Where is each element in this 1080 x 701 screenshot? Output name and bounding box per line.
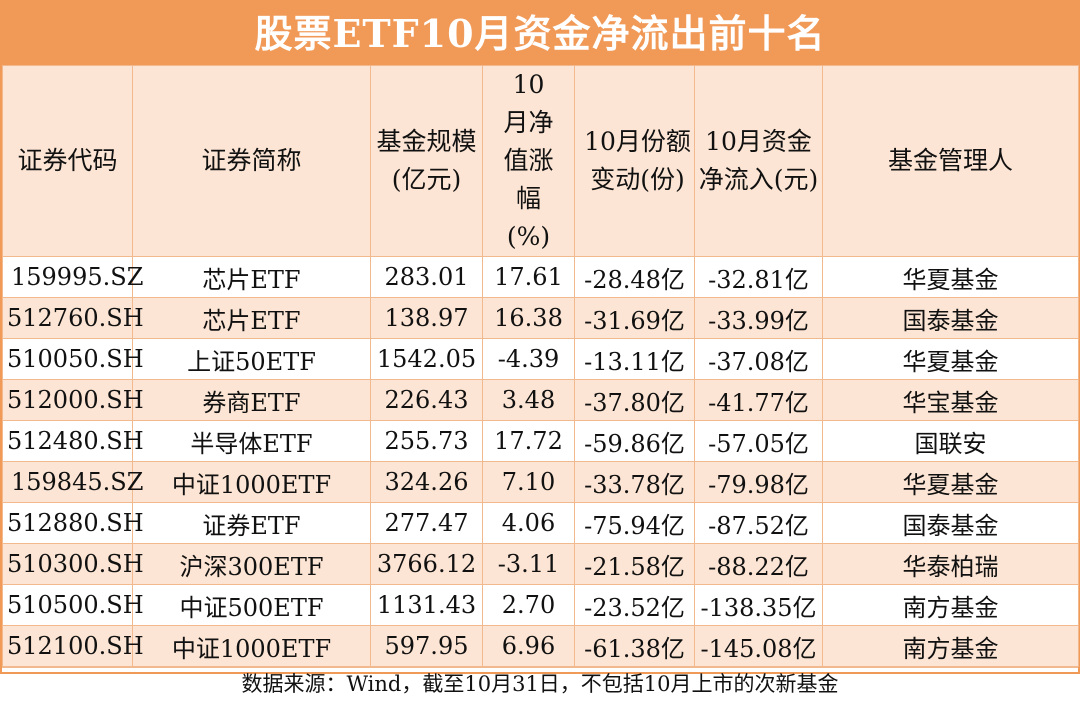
table-cell: 华夏基金 <box>822 461 1079 503</box>
table-cell: 1542.05 <box>370 338 483 380</box>
table-cell: 半导体ETF <box>132 420 371 462</box>
column-header-label: 证券代码 <box>17 146 118 175</box>
table-cell: 510500.SH <box>2 584 144 626</box>
column-header-label: 10月净值涨幅(%) <box>503 70 554 251</box>
table-cell: 华夏基金 <box>822 338 1079 380</box>
table-cell: 7.10 <box>482 461 575 503</box>
source-note: 数据来源：Wind，截至10月31日，不包括10月上市的次新基金 <box>2 667 1078 701</box>
column-header: 10月净值涨幅(%) <box>482 65 575 257</box>
table-title: 股票ETF10月资金净流出前十名 <box>2 2 1078 65</box>
table-cell: 277.47 <box>370 502 483 544</box>
table-cell: 4.06 <box>482 502 575 544</box>
table-cell: 国泰基金 <box>822 502 1079 544</box>
table-cell: -61.38亿 <box>574 625 695 667</box>
table-cell: -37.08亿 <box>694 338 823 380</box>
table-cell: 510050.SH <box>2 338 144 380</box>
table-cell: -138.35亿 <box>694 584 823 626</box>
table-row: 510300.SH 沪深300ETF 3766.12 -3.11 -21.58亿 -88.… <box>2 543 1079 585</box>
table-cell: -41.77亿 <box>694 379 823 421</box>
table-cell: 17.72 <box>482 420 575 462</box>
table-row: 159995.SZ 芯片ETF 283.01 17.61 -28.48亿 -32.81亿华… <box>2 256 1079 298</box>
column-header: 10月资金净流入(元) <box>694 65 823 257</box>
column-header: 基金管理人 <box>822 65 1079 257</box>
table-cell: 17.61 <box>482 256 575 298</box>
table-cell: 226.43 <box>370 379 483 421</box>
table-row: 512100.SH 中证1000ETF 597.95 6.96 -61.38亿 -145.… <box>2 625 1079 667</box>
table-row: 510500.SH 中证500ETF 1131.43 2.70 -23.52亿 -138.… <box>2 584 1079 626</box>
table-cell: 512100.SH <box>2 625 144 667</box>
column-header-label: 证券简称 <box>201 146 302 175</box>
table-cell: 512880.SH <box>2 502 144 544</box>
column-header-label: 基金规模(亿元) <box>376 127 477 194</box>
table-cell: 华宝基金 <box>822 379 1079 421</box>
table-cell: 沪深300ETF <box>132 543 371 585</box>
table-cell: 6.96 <box>482 625 575 667</box>
table-cell: 283.01 <box>370 256 483 298</box>
table-row: 159845.SZ 中证1000ETF 324.26 7.10 -33.78亿 -79.9… <box>2 461 1079 503</box>
column-header: 证券简称 <box>132 65 371 257</box>
column-header-label: 10月份额变动(份) <box>584 127 691 194</box>
table-cell: 中证1000ETF <box>132 461 371 503</box>
table-cell: 中证500ETF <box>132 584 371 626</box>
table-cell: 159845.SZ <box>2 461 143 503</box>
table-cell: 券商ETF <box>132 379 371 421</box>
table-cell: 597.95 <box>370 625 483 667</box>
table-cell: -13.11亿 <box>574 338 695 380</box>
table-cell: -33.99亿 <box>694 297 823 339</box>
column-header-label: 10月资金净流入(元) <box>698 127 819 194</box>
table-cell: -32.81亿 <box>694 256 823 298</box>
table-cell: 512480.SH <box>2 420 144 462</box>
table-cell: 国联安 <box>822 420 1079 462</box>
table-cell: -59.86亿 <box>574 420 695 462</box>
table-cell: 1131.43 <box>370 584 483 626</box>
table-cell: 510300.SH <box>2 543 144 585</box>
table-cell: -57.05亿 <box>694 420 823 462</box>
table-cell: 南方基金 <box>822 584 1079 626</box>
table-cell: 255.73 <box>370 420 483 462</box>
table-cell: -37.80亿 <box>574 379 695 421</box>
table-cell: 16.38 <box>482 297 575 339</box>
table-cell: 138.97 <box>370 297 483 339</box>
table-cell: 华泰柏瑞 <box>822 543 1079 585</box>
table-cell: 芯片ETF <box>132 256 371 298</box>
table-cell: 南方基金 <box>822 625 1079 667</box>
table-cell: 159995.SZ <box>2 256 143 298</box>
table-row: 512880.SH 证券ETF 277.47 4.06 -75.94亿 -87.52亿 国泰… <box>2 502 1079 544</box>
table-cell: -79.98亿 <box>694 461 823 503</box>
table-cell: 国泰基金 <box>822 297 1079 339</box>
table-cell: 证券ETF <box>132 502 371 544</box>
table-cell: 2.70 <box>482 584 575 626</box>
header-row: 证券代码 证券简称 基金规模(亿元) 10月净值涨幅(%) 10月份额变动(份) 10月资… <box>2 65 1079 257</box>
table-cell: -145.08亿 <box>694 625 823 667</box>
column-header: 证券代码 <box>2 65 133 257</box>
table-row: 512480.SH 半导体ETF 255.73 17.72 -59.86亿 -57.05亿… <box>2 420 1079 462</box>
table-cell: -88.22亿 <box>694 543 823 585</box>
column-header-label: 基金管理人 <box>887 146 1013 175</box>
table-cell: -87.52亿 <box>694 502 823 544</box>
table-cell: 324.26 <box>370 461 483 503</box>
table-cell: -75.94亿 <box>574 502 695 544</box>
table-cell: -4.39 <box>482 338 575 380</box>
table-cell: -28.48亿 <box>574 256 695 298</box>
table-row: 512760.SH 芯片ETF 138.97 16.38 -31.69亿 -33.99亿国… <box>2 297 1079 339</box>
table-cell: 512760.SH <box>2 297 144 339</box>
table-cell: 芯片ETF <box>132 297 371 339</box>
table-cell: 3.48 <box>482 379 575 421</box>
table-cell: -21.58亿 <box>574 543 695 585</box>
table-cell: -33.78亿 <box>574 461 695 503</box>
table-row: 512000.SH 券商ETF 226.43 3.48 -37.80亿 -41.77亿 华宝… <box>2 379 1079 421</box>
table-row: 510050.SH 上证50ETF 1542.05 -4.39 -13.11亿 -37.0… <box>2 338 1079 380</box>
table-cell: -31.69亿 <box>574 297 695 339</box>
etf-outflow-table: 证券代码 证券简称 基金规模(亿元) 10月净值涨幅(%) 10月份额变动(份) 10月资… <box>2 65 1079 667</box>
table-cell: 华夏基金 <box>822 256 1079 298</box>
table-cell: 上证50ETF <box>132 338 371 380</box>
table-cell: 512000.SH <box>2 379 144 421</box>
table-cell: -3.11 <box>482 543 575 585</box>
table-cell: 中证1000ETF <box>132 625 371 667</box>
table-cell: 3766.12 <box>370 543 483 585</box>
table-cell: -23.52亿 <box>574 584 695 626</box>
column-header: 基金规模(亿元) <box>370 65 483 257</box>
column-header: 10月份额变动(份) <box>574 65 695 257</box>
